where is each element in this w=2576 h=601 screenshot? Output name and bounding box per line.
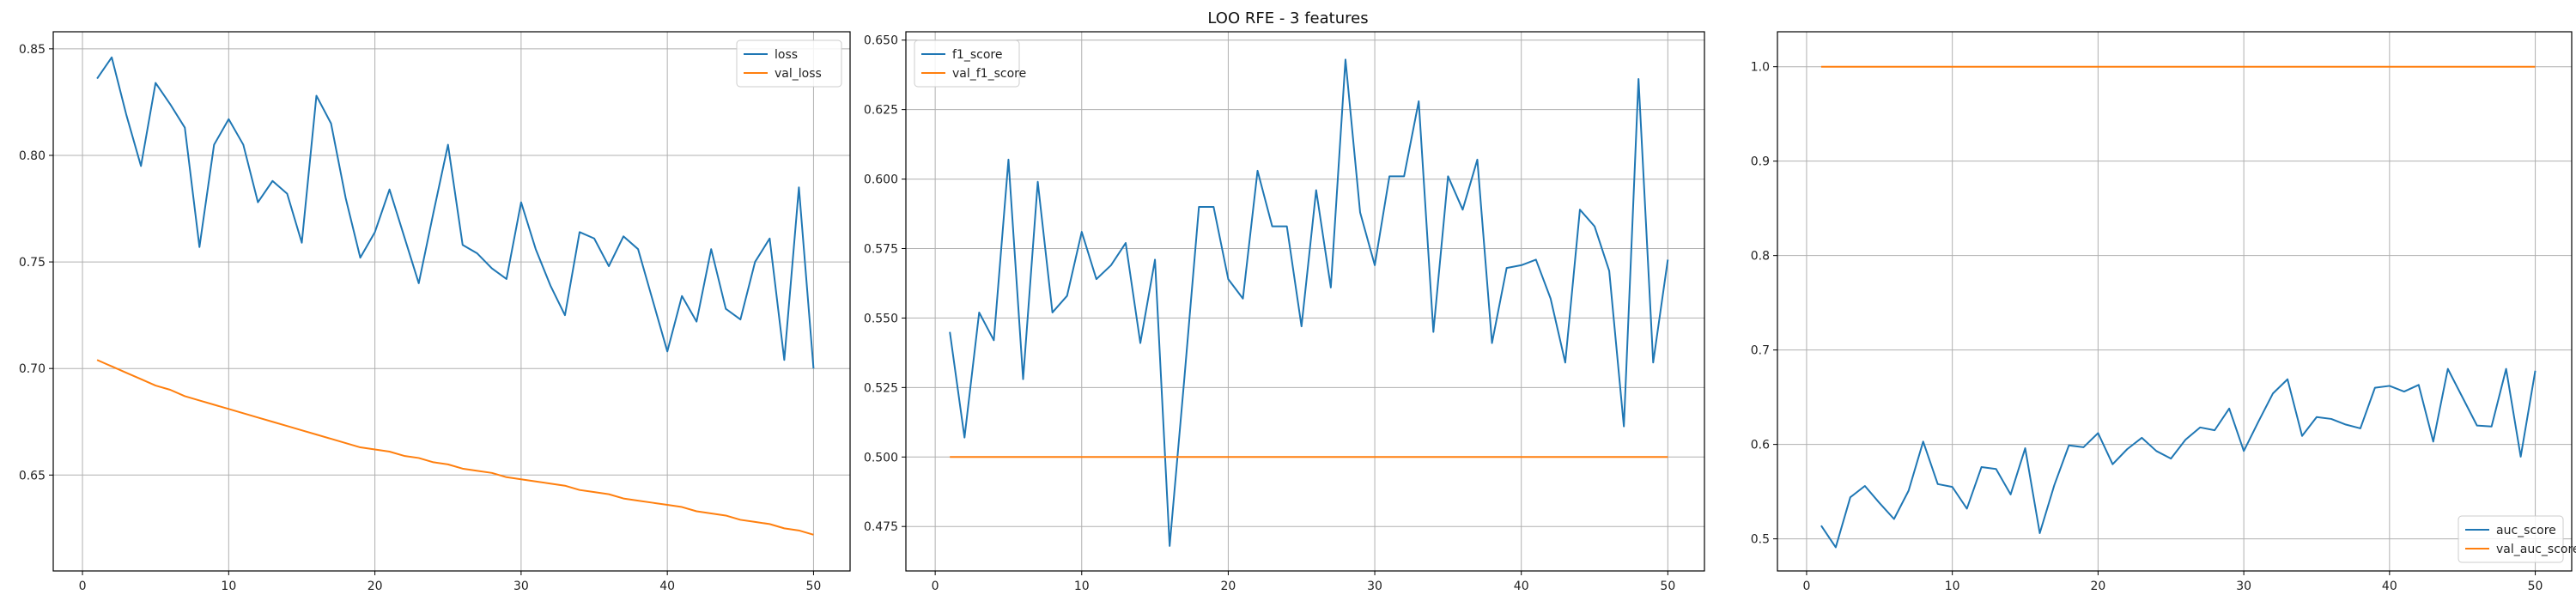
auc-ytick-label-0: 0.5 <box>1751 533 1770 547</box>
f1-xtick-label-0: 0 <box>932 580 939 593</box>
f1-ytick-label-1: 0.500 <box>864 451 898 464</box>
f1-ytick-label-2: 0.525 <box>864 381 898 395</box>
f1-ytick-label-0: 0.475 <box>864 520 898 534</box>
loss-ytick-label-1: 0.70 <box>19 362 46 376</box>
auc-xtick-label-4: 40 <box>2382 580 2397 593</box>
auc-xtick-label-0: 0 <box>1802 580 1810 593</box>
loss-axes-frame <box>52 31 851 572</box>
loss-ytick-label-2: 0.75 <box>19 256 46 270</box>
loss-ytick-label-4: 0.85 <box>19 43 46 57</box>
auc-ytick-label-5: 1.0 <box>1751 61 1770 75</box>
loss-xtick-label-3: 30 <box>513 580 529 593</box>
auc-xtick-label-3: 30 <box>2236 580 2251 593</box>
auc-ytick-label-2: 0.7 <box>1751 344 1770 358</box>
auc-xtick-label-5: 50 <box>2528 580 2543 593</box>
loss-series-loss <box>96 56 815 369</box>
auc-series-auc-score <box>1820 367 2537 549</box>
loss-xtick-label-5: 50 <box>806 580 822 593</box>
f1-xtick-label-1: 10 <box>1074 580 1090 593</box>
f1-series-f1-score <box>949 58 1669 547</box>
loss-xtick-label-4: 40 <box>659 580 675 593</box>
auc-axes-frame <box>1777 31 2573 572</box>
auc-ytick-label-3: 0.8 <box>1751 250 1770 264</box>
loss-ytick-label-0: 0.65 <box>19 469 46 483</box>
loss-series-val-loss <box>96 359 814 536</box>
figure-title: LOO RFE - 3 features <box>1207 9 1368 27</box>
loss-legend-label-0: loss <box>775 48 798 62</box>
auc-ytick-label-4: 0.9 <box>1751 155 1770 169</box>
f1-legend: f1_score val_f1_score <box>914 39 1026 88</box>
auc-legend-box <box>2458 515 2564 563</box>
f1-axes-frame <box>905 31 1705 572</box>
auc-legend: auc_score val_auc_score <box>2458 515 2576 563</box>
loss-legend-label-1: val_loss <box>775 67 822 81</box>
f1-xtick-label-3: 30 <box>1367 580 1382 593</box>
loss-xtick-label-2: 20 <box>368 580 383 593</box>
auc-legend-label-0: auc_score <box>2496 524 2556 537</box>
f1-xtick-label-4: 40 <box>1514 580 1529 593</box>
f1-ytick-label-4: 0.575 <box>864 242 898 256</box>
loss-legend: loss val_loss <box>736 39 842 88</box>
loss-legend-box <box>736 39 842 88</box>
subplot-f1: 0 10 20 30 40 50 0.475 0.500 0.525 0.550 0.575 0.60… <box>864 31 1705 593</box>
subplot-loss: 0 10 20 30 40 50 0.65 0.70 0.75 0.80 0.85 loss val_l… <box>19 31 851 593</box>
loss-xtick-label-0: 0 <box>79 580 87 593</box>
loss-ytick-label-3: 0.80 <box>19 149 46 163</box>
f1-xtick-label-5: 50 <box>1660 580 1675 593</box>
loss-xtick-label-1: 10 <box>221 580 236 593</box>
f1-ytick-label-7: 0.650 <box>864 34 898 48</box>
f1-legend-label-1: val_f1_score <box>952 67 1026 81</box>
f1-ytick-label-3: 0.550 <box>864 312 898 325</box>
f1-ytick-label-6: 0.625 <box>864 104 898 118</box>
f1-legend-box <box>914 39 1020 88</box>
auc-legend-label-1: val_auc_score <box>2496 543 2576 556</box>
auc-xtick-label-1: 10 <box>1945 580 1960 593</box>
f1-legend-label-0: f1_score <box>952 48 1002 62</box>
auc-xtick-label-2: 20 <box>2090 580 2105 593</box>
f1-xtick-label-2: 20 <box>1220 580 1236 593</box>
auc-ytick-label-1: 0.6 <box>1751 439 1770 452</box>
subplot-auc: 0 10 20 30 40 50 0.5 0.6 0.7 0.8 0.9 1.0 auc_scoreva… <box>1751 31 2576 593</box>
subplots: 0 10 20 30 40 500.650.700.750.800.85 lossval_l… <box>19 31 2576 593</box>
f1-ytick-label-5: 0.600 <box>864 173 898 187</box>
